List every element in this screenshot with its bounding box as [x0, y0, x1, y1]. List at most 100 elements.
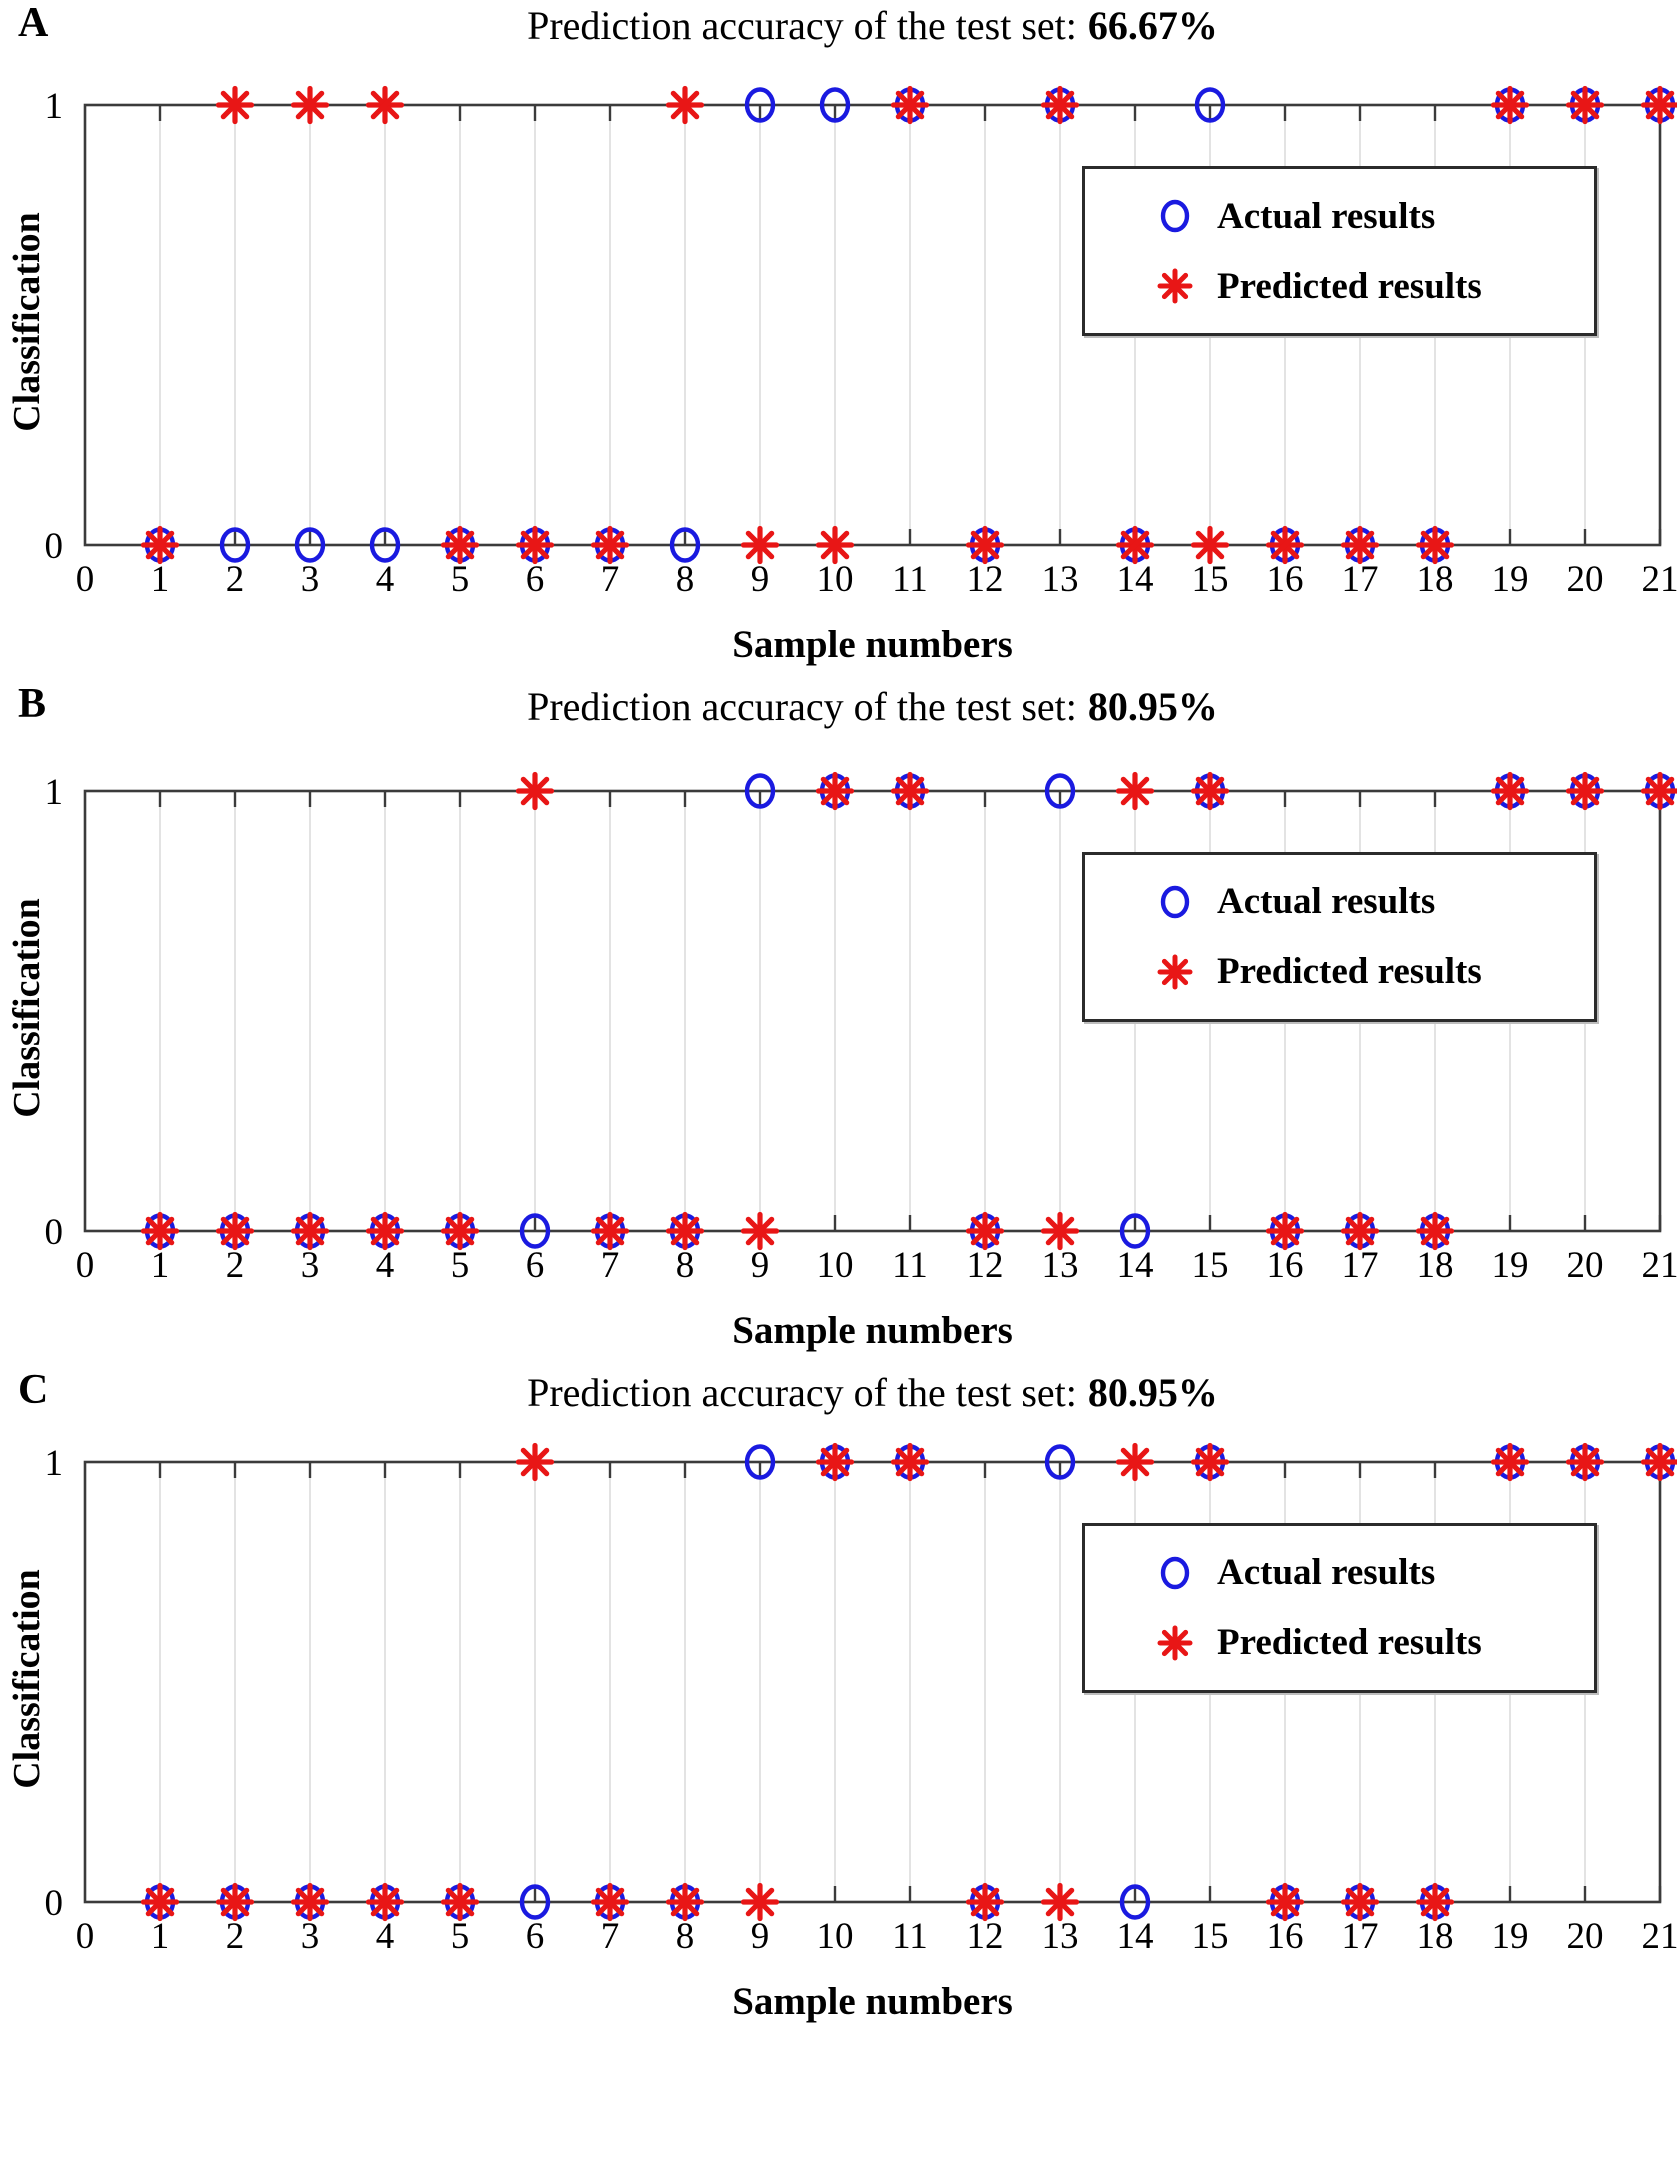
x-tick-label: 11 [892, 1916, 928, 1957]
x-axis-label-b: Sample numbers [732, 1308, 1013, 1352]
asterisk-marker [815, 525, 855, 565]
asterisk-marker [1190, 525, 1230, 565]
asterisk-marker [1415, 525, 1455, 565]
axes-box [83, 789, 1662, 1233]
asterisk-marker [740, 1882, 780, 1921]
panel-label-c: C [18, 1366, 49, 1413]
asterisk-marker [1040, 1211, 1080, 1250]
x-tick-label: 0 [76, 1916, 95, 1957]
asterisk-marker [965, 1882, 1005, 1921]
x-axis-label-c: Sample numbers [732, 1979, 1013, 2023]
x-tick-label: 1 [151, 1245, 170, 1286]
panel-a: A Prediction accuracy of the test set: 66… [0, 0, 1677, 669]
asterisk-marker [890, 771, 930, 810]
x-tick-label: 13 [1042, 1916, 1079, 1957]
chart-title-b: Prediction accuracy of the test set: 80.9… [85, 684, 1660, 729]
x-tick-label: 12 [967, 1916, 1004, 1957]
asterisk-marker [1640, 771, 1677, 810]
plot-area-c: 0 1 2 3 4 5 6 7 8 9 10 11 12 13 14 15 16 17 18 19 20 21 0 1 Cla… [0, 1437, 1677, 1977]
asterisk-marker [1415, 1211, 1455, 1250]
circle-marker [219, 527, 251, 563]
legend-item-actual: Actual results [1095, 181, 1584, 251]
panel-a-header: A Prediction accuracy of the test set: 66… [0, 0, 1677, 60]
x-tick-label: 12 [967, 559, 1004, 600]
asterisk-marker [1157, 268, 1193, 304]
panel-c: C Prediction accuracy of the test set: 80… [0, 1367, 1677, 2026]
x-tick-label: 18 [1417, 1916, 1454, 1957]
asterisk-marker [1265, 525, 1305, 565]
x-tick-label: 18 [1417, 559, 1454, 600]
asterisk-marker-icon [1157, 1625, 1193, 1661]
x-tick-label: 0 [76, 1245, 95, 1286]
asterisk-marker [1157, 1625, 1193, 1661]
asterisk-marker [215, 85, 255, 125]
y-tick-label: 1 [45, 1443, 64, 1484]
asterisk-marker [1265, 1211, 1305, 1250]
x-tick-label: 8 [676, 559, 695, 600]
asterisk-marker [1115, 771, 1155, 810]
circle-marker-icon [1160, 885, 1190, 918]
circle-marker [1160, 199, 1190, 233]
x-tick-label: 1 [151, 1916, 170, 1957]
x-tick-label: 21 [1642, 559, 1677, 600]
circle-marker [519, 1883, 551, 1920]
x-tick-label: 4 [376, 559, 395, 600]
circle-marker [1119, 1213, 1151, 1249]
asterisk-marker [290, 85, 330, 125]
plot-area-a: 0 1 2 3 4 5 6 7 8 9 10 11 12 13 14 15 16 17 18 19 20 21 0 1 Cla… [0, 80, 1677, 620]
legend-label-predicted: Predicted results [1217, 1622, 1482, 1664]
chart-title-text: Prediction accuracy of the test set: [527, 1369, 1077, 1415]
x-tick-label: 10 [817, 559, 854, 600]
asterisk-marker [515, 1442, 555, 1481]
circle-marker [1119, 1883, 1151, 1920]
circle-marker [819, 87, 851, 123]
y-tick-label: 0 [45, 1883, 64, 1924]
accuracy-value: 80.95% [1087, 1369, 1218, 1415]
asterisk-marker [365, 1882, 405, 1921]
x-tick-label: 17 [1342, 1245, 1379, 1286]
asterisk-marker [365, 1211, 405, 1250]
asterisk-marker [290, 1882, 330, 1921]
chart-title-c: Prediction accuracy of the test set: 80.9… [85, 1369, 1660, 1415]
axes-box [83, 103, 1662, 547]
asterisk-marker-icon [1157, 954, 1193, 990]
circle-marker [519, 1213, 551, 1249]
legend-b: Actual results Predicted results [1082, 851, 1597, 1022]
asterisk-marker [1640, 1442, 1677, 1481]
asterisk-marker [1415, 1882, 1455, 1921]
plot-area-b: 0 1 2 3 4 5 6 7 8 9 10 11 12 13 14 15 16 17 18 19 20 21 0 1 Cla… [0, 766, 1677, 1306]
asterisk-marker [515, 771, 555, 810]
asterisk-marker [815, 1442, 855, 1481]
x-tick-label: 18 [1417, 1245, 1454, 1286]
circle-marker [1160, 1556, 1190, 1589]
x-tick-label: 3 [301, 559, 320, 600]
legend-c: Actual results Predicted results [1082, 1522, 1597, 1693]
x-tick-labels: 0 1 2 3 4 5 6 7 8 9 10 11 12 13 14 15 16 17 18 19 20 21 [76, 559, 1677, 600]
x-tick-labels: 0 1 2 3 4 5 6 7 8 9 10 11 12 13 14 15 16 17 18 19 20 21 [76, 1245, 1677, 1286]
x-tick-label: 16 [1267, 559, 1304, 600]
asterisk-marker [215, 1211, 255, 1250]
asterisk-marker [215, 1882, 255, 1921]
asterisk-marker [1340, 1882, 1380, 1921]
asterisk-marker [815, 771, 855, 810]
asterisk-marker [290, 1211, 330, 1250]
asterisk-marker [1565, 85, 1605, 125]
y-tick-labels: 01 [45, 1443, 64, 1924]
circle-marker [744, 773, 776, 809]
circle-marker [744, 1443, 776, 1480]
x-tick-label: 5 [451, 1245, 470, 1286]
x-tick-label: 10 [817, 1916, 854, 1957]
circle-marker-icon [1160, 199, 1190, 233]
asterisk-marker [1565, 771, 1605, 810]
series-asterisk [140, 771, 1677, 1250]
x-tick-label: 7 [601, 1245, 620, 1286]
x-tick-label: 10 [817, 1245, 854, 1286]
x-tick-label: 17 [1342, 1916, 1379, 1957]
asterisk-marker [890, 85, 930, 125]
x-tick-label: 4 [376, 1245, 395, 1286]
x-tick-label: 5 [451, 559, 470, 600]
x-tick-label: 2 [226, 1245, 245, 1286]
asterisk-marker [665, 1882, 705, 1921]
x-tick-label: 7 [601, 559, 620, 600]
y-tick-label: 0 [45, 1212, 64, 1253]
